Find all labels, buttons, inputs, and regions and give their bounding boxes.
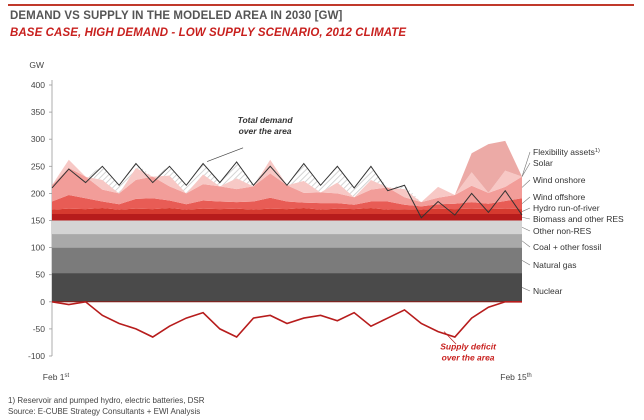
area-wind-offshore bbox=[52, 195, 522, 210]
y-tick-label: 350 bbox=[31, 107, 45, 117]
legend-label: Wind onshore bbox=[533, 175, 586, 185]
y-tick-label: 100 bbox=[31, 243, 45, 253]
demand-gap-hatch bbox=[52, 140, 522, 203]
legend-label: Flexibility assets1) bbox=[533, 147, 600, 157]
y-tick-label: 50 bbox=[36, 270, 46, 280]
legend-leader bbox=[521, 207, 531, 212]
legend-label: Wind offshore bbox=[533, 192, 586, 202]
lines-group bbox=[51, 161, 523, 339]
x-label-end: Feb 15th bbox=[500, 372, 531, 382]
x-label-start: Feb 1st bbox=[43, 372, 70, 382]
x-label-end-sup: th bbox=[527, 373, 532, 379]
series-total-demand bbox=[51, 161, 523, 219]
y-tick-label: 150 bbox=[31, 216, 45, 226]
area-hydro-run-of-river bbox=[52, 208, 522, 214]
area-wind-onshore bbox=[52, 167, 522, 207]
legend-leader bbox=[521, 227, 531, 232]
legend-leader bbox=[521, 260, 531, 266]
y-tick-label: 400 bbox=[31, 80, 45, 90]
y-tick-label: -100 bbox=[28, 351, 45, 361]
x-label-start-sup: st bbox=[65, 373, 70, 379]
demand-annotation: Total demand bbox=[238, 115, 294, 125]
legend-label: Natural gas bbox=[533, 260, 576, 270]
footnote-source: Source: E-CUBE Strategy Consultants + EW… bbox=[8, 407, 201, 416]
y-axis-label: GW bbox=[29, 60, 44, 70]
legend-label-sup: 1) bbox=[595, 148, 600, 154]
legend-leader bbox=[521, 179, 531, 188]
chart-title: DEMAND VS SUPPLY IN THE MODELED AREA IN … bbox=[10, 10, 343, 22]
deficit-annotation: Supply deficit bbox=[440, 341, 497, 351]
variable-stack bbox=[52, 140, 522, 221]
y-tick-label: 250 bbox=[31, 161, 45, 171]
footnote-1: 1) Reservoir and pumped hydro, electric … bbox=[8, 396, 205, 405]
legend-leader bbox=[521, 240, 531, 248]
header-rule bbox=[8, 4, 634, 6]
legend-leader bbox=[521, 162, 531, 177]
legend-label: Nuclear bbox=[533, 286, 562, 296]
legend-leader bbox=[521, 196, 531, 204]
area-nuclear bbox=[52, 273, 522, 302]
deficit-annotation: over the area bbox=[442, 352, 495, 362]
area-biomass-and-other-res bbox=[52, 213, 522, 221]
legend-label: Other non-RES bbox=[533, 226, 591, 236]
y-tick-label: -50 bbox=[33, 324, 46, 334]
legend-label: Biomass and other RES bbox=[533, 214, 624, 224]
y-axis-group: GW 400 350 300 250 200 150 100 50 0 -50 -100 bbox=[28, 60, 53, 361]
legend-label: Coal + other fossil bbox=[533, 242, 601, 252]
baseload-stack bbox=[52, 220, 522, 302]
area-solar bbox=[52, 159, 522, 203]
deficit-annotation-leader bbox=[443, 331, 457, 345]
y-tick-label: 200 bbox=[31, 188, 45, 198]
demand-annotation: over the area bbox=[239, 126, 292, 136]
demand-annotation-leader bbox=[206, 147, 244, 162]
series-supply-deficit bbox=[51, 300, 522, 339]
area-other-non-res bbox=[52, 220, 522, 235]
legend-leader bbox=[521, 151, 531, 177]
area-natural-gas bbox=[52, 247, 522, 274]
legend-label: Hydro run-of-river bbox=[533, 203, 600, 213]
y-tick-label: 0 bbox=[40, 297, 45, 307]
chart-subtitle: BASE CASE, HIGH DEMAND - LOW SUPPLY SCEN… bbox=[10, 27, 407, 39]
y-tick-label: 300 bbox=[31, 134, 45, 144]
legend-label: Solar bbox=[533, 158, 553, 168]
legend-leader bbox=[521, 287, 531, 292]
legend-leader bbox=[521, 216, 531, 220]
area-coal-other-fossil bbox=[52, 234, 522, 248]
